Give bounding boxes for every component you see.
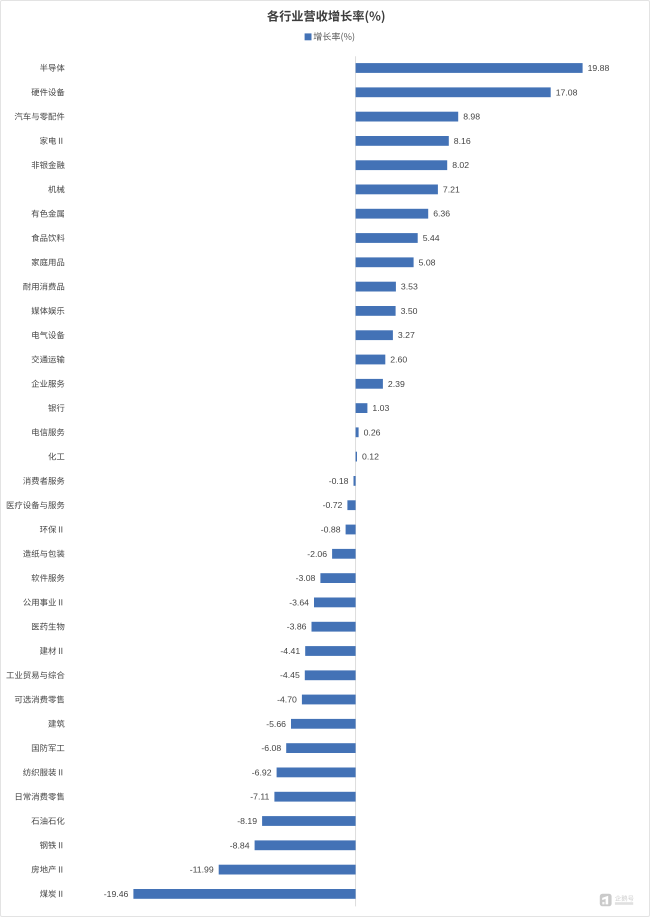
- svg-text:7.21: 7.21: [443, 184, 460, 194]
- svg-text:-8.84: -8.84: [230, 840, 250, 850]
- svg-text:0.26: 0.26: [364, 427, 381, 437]
- svg-text:-4.45: -4.45: [280, 670, 300, 680]
- svg-text:0.12: 0.12: [362, 452, 379, 462]
- svg-text:-2.06: -2.06: [307, 549, 327, 559]
- svg-text:-0.88: -0.88: [321, 525, 341, 535]
- svg-text:19.88: 19.88: [588, 63, 610, 73]
- svg-text:-5.66: -5.66: [266, 719, 286, 729]
- svg-text:5.44: 5.44: [423, 233, 440, 243]
- svg-text:2.39: 2.39: [388, 379, 405, 389]
- svg-text:3.27: 3.27: [398, 330, 415, 340]
- svg-text:-3.08: -3.08: [296, 573, 316, 583]
- svg-text:-6.92: -6.92: [252, 767, 272, 777]
- svg-text:-4.41: -4.41: [280, 646, 300, 656]
- svg-text:-11.99: -11.99: [190, 865, 214, 875]
- svg-text:3.53: 3.53: [401, 282, 418, 292]
- svg-text:-6.08: -6.08: [261, 743, 281, 753]
- svg-text:-4.70: -4.70: [277, 695, 297, 705]
- svg-text:-7.11: -7.11: [250, 792, 269, 802]
- svg-text:8.02: 8.02: [452, 160, 469, 170]
- svg-text:-0.18: -0.18: [329, 476, 349, 486]
- svg-text:8.98: 8.98: [463, 112, 480, 122]
- svg-text:17.08: 17.08: [556, 87, 578, 97]
- svg-text:2.60: 2.60: [390, 355, 407, 365]
- svg-text:8.16: 8.16: [454, 136, 471, 146]
- svg-text:-19.46: -19.46: [104, 889, 129, 899]
- svg-text:3.50: 3.50: [401, 306, 418, 316]
- svg-text:6.36: 6.36: [433, 209, 450, 219]
- svg-text:1.03: 1.03: [372, 403, 389, 413]
- svg-text:-3.86: -3.86: [287, 622, 307, 632]
- svg-text:-8.19: -8.19: [237, 816, 257, 826]
- svg-text:-0.72: -0.72: [323, 500, 343, 510]
- svg-text:5.08: 5.08: [419, 257, 436, 267]
- svg-text:-3.64: -3.64: [289, 597, 309, 607]
